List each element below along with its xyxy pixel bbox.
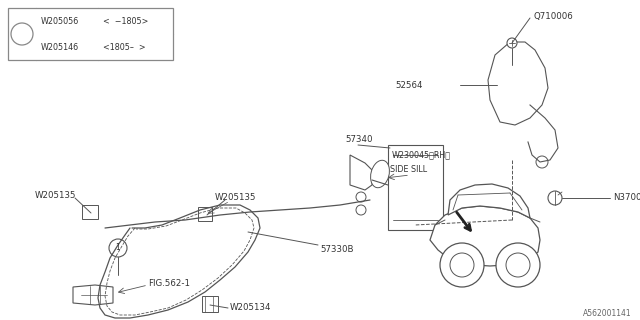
Text: 1: 1: [116, 244, 120, 252]
Polygon shape: [430, 206, 540, 266]
Polygon shape: [448, 184, 530, 218]
Circle shape: [496, 243, 540, 287]
Text: W230045〈RH〉: W230045〈RH〉: [392, 150, 451, 159]
Text: W205134: W205134: [230, 303, 271, 313]
Text: 52564: 52564: [395, 81, 422, 90]
Circle shape: [548, 191, 562, 205]
Polygon shape: [73, 285, 113, 305]
Polygon shape: [488, 42, 548, 125]
Bar: [82, 205, 98, 219]
Bar: [198, 207, 212, 221]
Text: W205146: W205146: [41, 43, 79, 52]
Bar: [388, 145, 443, 230]
Text: W205056: W205056: [41, 17, 79, 26]
Text: <1805–  >: <1805– >: [103, 43, 146, 52]
Circle shape: [109, 239, 127, 257]
Text: <  −1805>: < −1805>: [103, 17, 148, 26]
Circle shape: [356, 205, 366, 215]
Polygon shape: [350, 155, 372, 190]
Bar: [202, 296, 218, 312]
Text: Q710006: Q710006: [533, 12, 573, 21]
Circle shape: [536, 156, 548, 168]
Circle shape: [440, 243, 484, 287]
Circle shape: [450, 253, 474, 277]
Text: A562001141: A562001141: [584, 309, 632, 318]
Text: FIG.562-1: FIG.562-1: [148, 278, 190, 287]
Circle shape: [507, 38, 517, 48]
Ellipse shape: [371, 160, 389, 188]
Bar: [8, 8, 173, 60]
Text: N37002: N37002: [613, 194, 640, 203]
Text: W205135: W205135: [215, 194, 257, 203]
Text: SIDE SILL: SIDE SILL: [390, 165, 427, 174]
Circle shape: [11, 23, 33, 45]
Text: 1: 1: [19, 29, 24, 38]
Text: 57340: 57340: [345, 135, 372, 145]
Circle shape: [356, 192, 366, 202]
Text: 57330B: 57330B: [320, 245, 353, 254]
Text: W205135: W205135: [35, 190, 77, 199]
Circle shape: [506, 253, 530, 277]
